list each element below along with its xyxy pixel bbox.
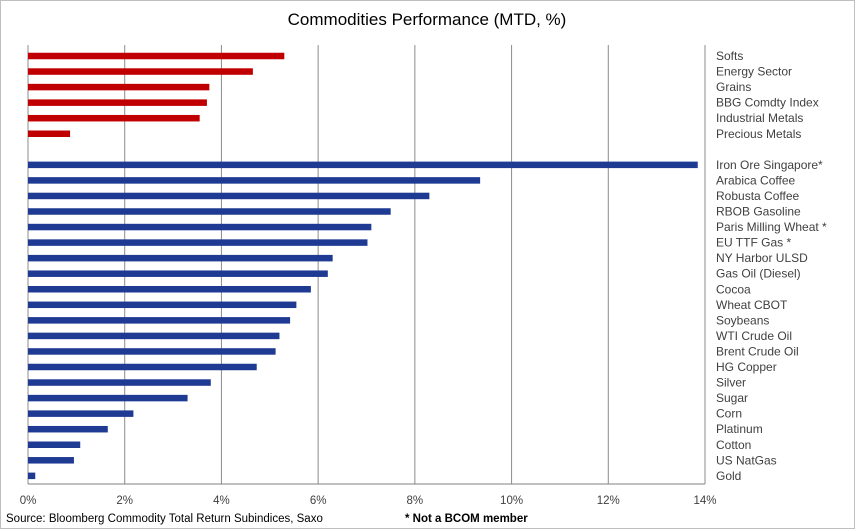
x-tick-label: 6% bbox=[310, 495, 327, 507]
bar-0-1 bbox=[28, 68, 253, 75]
bar-1-11 bbox=[28, 332, 280, 340]
x-tick-label: 2% bbox=[116, 495, 133, 507]
bar-1-17 bbox=[28, 425, 108, 433]
footnote-not-bcom-member: * Not a BCOM member bbox=[405, 513, 528, 525]
bar-1-0 bbox=[28, 161, 698, 169]
category-label: US NatGas bbox=[716, 453, 777, 467]
x-tick-label: 8% bbox=[407, 495, 424, 507]
bar-0-2 bbox=[28, 83, 210, 91]
category-label: WTI Crude Oil bbox=[716, 329, 792, 343]
category-label: Grains bbox=[716, 80, 751, 94]
bar-1-1 bbox=[28, 177, 481, 184]
category-label: EU TTF Gas * bbox=[716, 236, 791, 250]
bar-1-12 bbox=[28, 348, 276, 355]
category-label: Sugar bbox=[716, 391, 748, 405]
bar-1-7 bbox=[28, 270, 328, 277]
bar-layer bbox=[28, 52, 698, 480]
category-label: Cocoa bbox=[716, 282, 751, 296]
category-label: NY Harbor ULSD bbox=[716, 251, 808, 265]
bar-1-8 bbox=[28, 286, 311, 293]
category-label: Gas Oil (Diesel) bbox=[716, 267, 801, 281]
bar-1-15 bbox=[28, 394, 188, 402]
bar-1-6 bbox=[28, 254, 333, 262]
source-note: Source: Bloomberg Commodity Total Return… bbox=[6, 513, 323, 525]
category-label: Brent Crude Oil bbox=[716, 344, 799, 358]
bar-1-13 bbox=[28, 363, 257, 371]
bar-1-10 bbox=[28, 317, 291, 324]
bar-1-19 bbox=[28, 457, 74, 464]
bar-1-20 bbox=[28, 472, 36, 480]
category-label: Energy Sector bbox=[716, 65, 792, 79]
category-label: Wheat CBOT bbox=[716, 298, 788, 312]
category-label: Corn bbox=[716, 407, 742, 421]
category-label: Soybeans bbox=[716, 313, 769, 327]
category-label: Paris Milling Wheat * bbox=[716, 220, 827, 234]
category-label: Cotton bbox=[716, 438, 751, 452]
bar-1-3 bbox=[28, 208, 391, 215]
x-tick-layer: 0% 2% 4% 6% 8% 10% 12% 14% bbox=[20, 495, 717, 507]
bar-1-2 bbox=[28, 192, 430, 200]
bar-0-3 bbox=[28, 99, 207, 106]
category-label: Gold bbox=[716, 469, 741, 483]
bar-0-0 bbox=[28, 52, 285, 60]
category-label: HG Copper bbox=[716, 360, 777, 374]
x-tick-label: 4% bbox=[213, 495, 230, 507]
bar-1-5 bbox=[28, 239, 368, 246]
category-label: Industrial Metals bbox=[716, 111, 803, 125]
x-tick-label: 10% bbox=[500, 495, 523, 507]
bar-0-5 bbox=[28, 130, 71, 137]
bar-1-18 bbox=[28, 441, 81, 448]
bar-1-4 bbox=[28, 223, 372, 231]
category-label: Silver bbox=[716, 376, 746, 390]
chart-title: Commodities Performance (MTD, %) bbox=[288, 10, 567, 29]
x-tick-label: 12% bbox=[597, 495, 620, 507]
category-label: Arabica Coffee bbox=[716, 173, 795, 187]
bar-1-14 bbox=[28, 379, 211, 386]
x-tick-label: 14% bbox=[693, 495, 716, 507]
category-label: Iron Ore Singapore* bbox=[716, 158, 823, 172]
bar-1-9 bbox=[28, 301, 297, 309]
bar-0-4 bbox=[28, 114, 200, 122]
category-label: RBOB Gasoline bbox=[716, 205, 801, 219]
category-label: Robusta Coffee bbox=[716, 189, 799, 203]
x-tick-label: 0% bbox=[20, 495, 37, 507]
category-label: Softs bbox=[716, 49, 743, 63]
category-label: Precious Metals bbox=[716, 127, 801, 141]
bar-1-16 bbox=[28, 410, 134, 417]
category-label: Platinum bbox=[716, 422, 763, 436]
category-label: BBG Comdty Index bbox=[716, 96, 819, 110]
